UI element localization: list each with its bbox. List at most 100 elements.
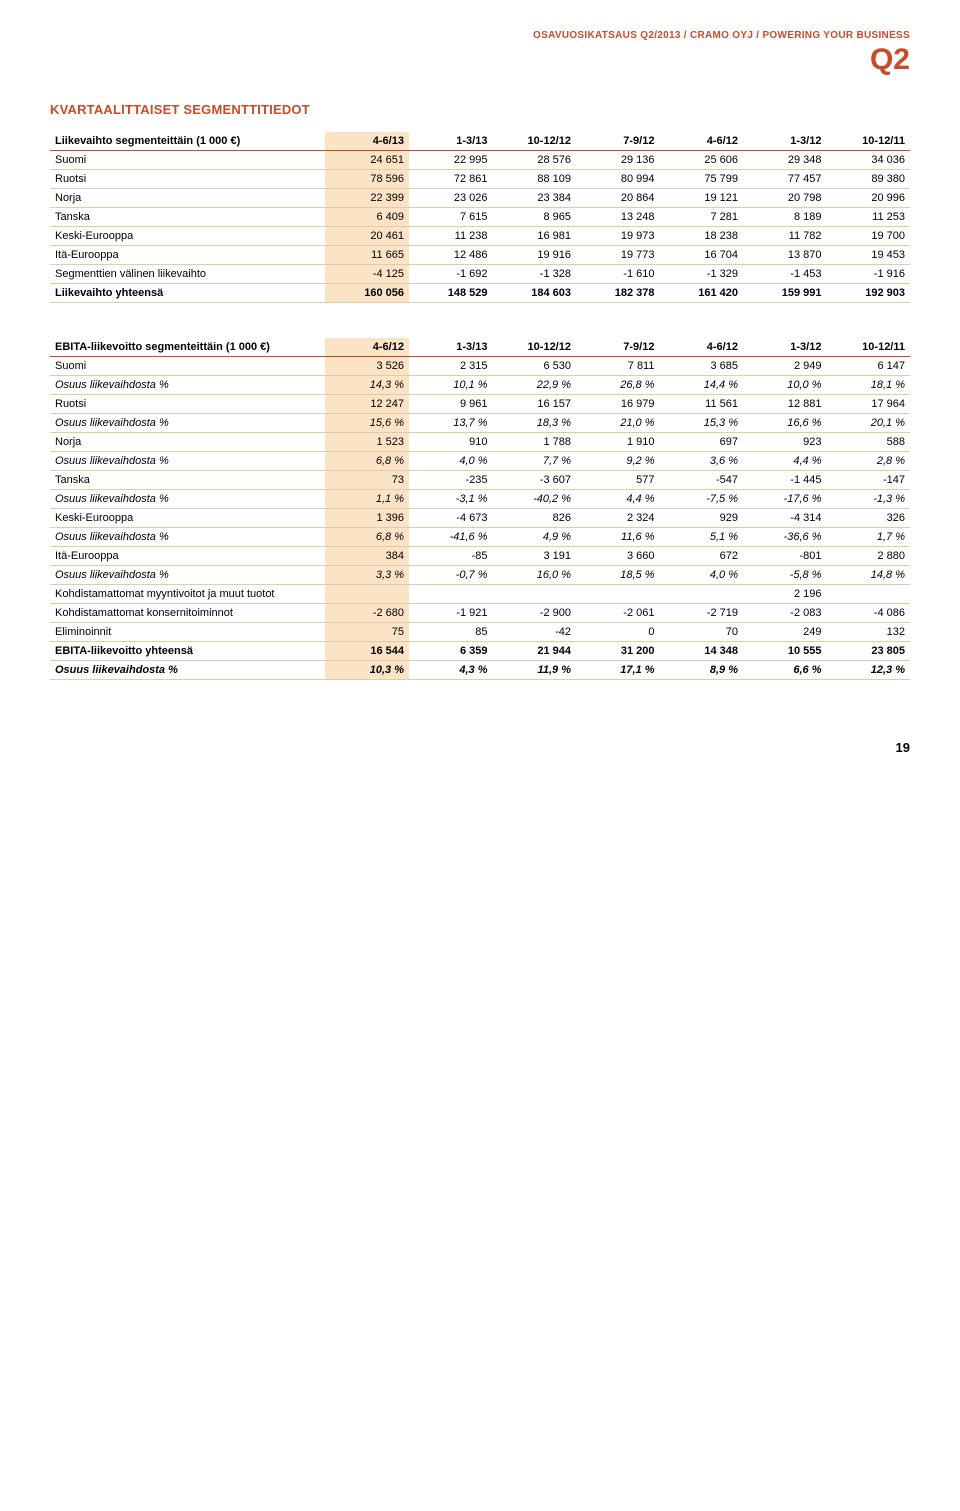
section-title: KVARTAALITTAISET SEGMENTTITIEDOT (50, 102, 910, 117)
cell: 18,1 % (826, 376, 910, 395)
cell: 6 530 (492, 357, 576, 376)
cell: -41,6 % (409, 528, 493, 547)
table-row: Itä-Eurooppa11 66512 48619 91619 77316 7… (50, 246, 910, 265)
cell (325, 585, 409, 604)
cell: 16 544 (325, 642, 409, 661)
cell: 19 453 (826, 246, 910, 265)
cell: 13 870 (743, 246, 827, 265)
table-row: Itä-Eurooppa384-853 1913 660672-8012 880 (50, 547, 910, 566)
table-row: Kohdistamattomat konsernitoiminnot-2 680… (50, 604, 910, 623)
cell: 3 660 (576, 547, 660, 566)
cell: 0 (576, 623, 660, 642)
cell: -5,8 % (743, 566, 827, 585)
table-row: Kohdistamattomat myyntivoitot ja muut tu… (50, 585, 910, 604)
cell: 22 995 (409, 151, 493, 170)
row-label: Liikevaihto yhteensä (50, 284, 325, 303)
table-row: Norja22 39923 02623 38420 86419 12120 79… (50, 189, 910, 208)
cell: 7,7 % (492, 452, 576, 471)
cell: 8 965 (492, 208, 576, 227)
cell: 16,0 % (492, 566, 576, 585)
cell: 23 026 (409, 189, 493, 208)
row-label: Osuus liikevaihdosta % (50, 414, 325, 433)
cell: 2 880 (826, 547, 910, 566)
cell: 17,1 % (576, 661, 660, 680)
cell: 18,3 % (492, 414, 576, 433)
row-label: Itä-Eurooppa (50, 246, 325, 265)
cell: 4,4 % (743, 452, 827, 471)
cell: 12 247 (325, 395, 409, 414)
table-row: Osuus liikevaihdosta %1,1 %-3,1 %-40,2 %… (50, 490, 910, 509)
cell (659, 585, 743, 604)
cell: 2 324 (576, 509, 660, 528)
row-label: Segmenttien välinen liikevaihto (50, 265, 325, 284)
cell: 21 944 (492, 642, 576, 661)
cell: 1,7 % (826, 528, 910, 547)
page-number: 19 (50, 740, 910, 755)
col-header: 10-12/12 (492, 338, 576, 357)
cell: 19 700 (826, 227, 910, 246)
table-row: Osuus liikevaihdosta %6,8 %-41,6 %4,9 %1… (50, 528, 910, 547)
table-row: EBITA-liikevoitto yhteensä16 5446 35921 … (50, 642, 910, 661)
cell: 3,3 % (325, 566, 409, 585)
cell: -801 (743, 547, 827, 566)
row-label: Suomi (50, 357, 325, 376)
cell: 910 (409, 433, 493, 452)
cell: 12,3 % (826, 661, 910, 680)
col-header: 1-3/13 (409, 132, 493, 151)
cell: -2 680 (325, 604, 409, 623)
cell: 14,4 % (659, 376, 743, 395)
table-row: Norja1 5239101 7881 910697923588 (50, 433, 910, 452)
table-row: Osuus liikevaihdosta %6,8 %4,0 %7,7 %9,2… (50, 452, 910, 471)
cell: 1 396 (325, 509, 409, 528)
cell: 2 315 (409, 357, 493, 376)
cell: 20 996 (826, 189, 910, 208)
col-header: 10-12/11 (826, 338, 910, 357)
cell: 70 (659, 623, 743, 642)
cell: -1 921 (409, 604, 493, 623)
cell: -3,1 % (409, 490, 493, 509)
cell: 22,9 % (492, 376, 576, 395)
cell: 11 238 (409, 227, 493, 246)
cell: 10,3 % (325, 661, 409, 680)
row-label: Osuus liikevaihdosta % (50, 566, 325, 585)
cell: 20 461 (325, 227, 409, 246)
cell: -40,2 % (492, 490, 576, 509)
cell: 29 136 (576, 151, 660, 170)
cell: -4 086 (826, 604, 910, 623)
cell: -85 (409, 547, 493, 566)
row-label: Tanska (50, 208, 325, 227)
cell: -17,6 % (743, 490, 827, 509)
cell: 75 799 (659, 170, 743, 189)
cell: 3,6 % (659, 452, 743, 471)
table-row: Tanska73-235-3 607577-547-1 445-147 (50, 471, 910, 490)
cell: 148 529 (409, 284, 493, 303)
cell: 75 (325, 623, 409, 642)
row-label: Osuus liikevaihdosta % (50, 661, 325, 680)
cell: 577 (576, 471, 660, 490)
cell (409, 585, 493, 604)
cell: 18 238 (659, 227, 743, 246)
cell: 14,8 % (826, 566, 910, 585)
cell: 15,3 % (659, 414, 743, 433)
cell: 160 056 (325, 284, 409, 303)
table-row: Osuus liikevaihdosta %3,3 %-0,7 %16,0 % 1… (50, 566, 910, 585)
table-row: Suomi24 65122 99528 57629 13625 60629 34… (50, 151, 910, 170)
cell: 6,8 % (325, 528, 409, 547)
cell: 6,6 % (743, 661, 827, 680)
cell: 19 973 (576, 227, 660, 246)
cell: 6 147 (826, 357, 910, 376)
row-label: Ruotsi (50, 395, 325, 414)
cell: 23 805 (826, 642, 910, 661)
cell: 697 (659, 433, 743, 452)
cell: 11,6 % (576, 528, 660, 547)
cell: 1,1 % (325, 490, 409, 509)
row-label: Eliminoinnit (50, 623, 325, 642)
cell: 9 961 (409, 395, 493, 414)
row-label: EBITA-liikevoitto yhteensä (50, 642, 325, 661)
row-label: Tanska (50, 471, 325, 490)
cell: 10,0 % (743, 376, 827, 395)
cell: -1,3 % (826, 490, 910, 509)
cell: -0,7 % (409, 566, 493, 585)
table-row: Keski-Eurooppa20 46111 23816 98119 97318… (50, 227, 910, 246)
row-label: Itä-Eurooppa (50, 547, 325, 566)
